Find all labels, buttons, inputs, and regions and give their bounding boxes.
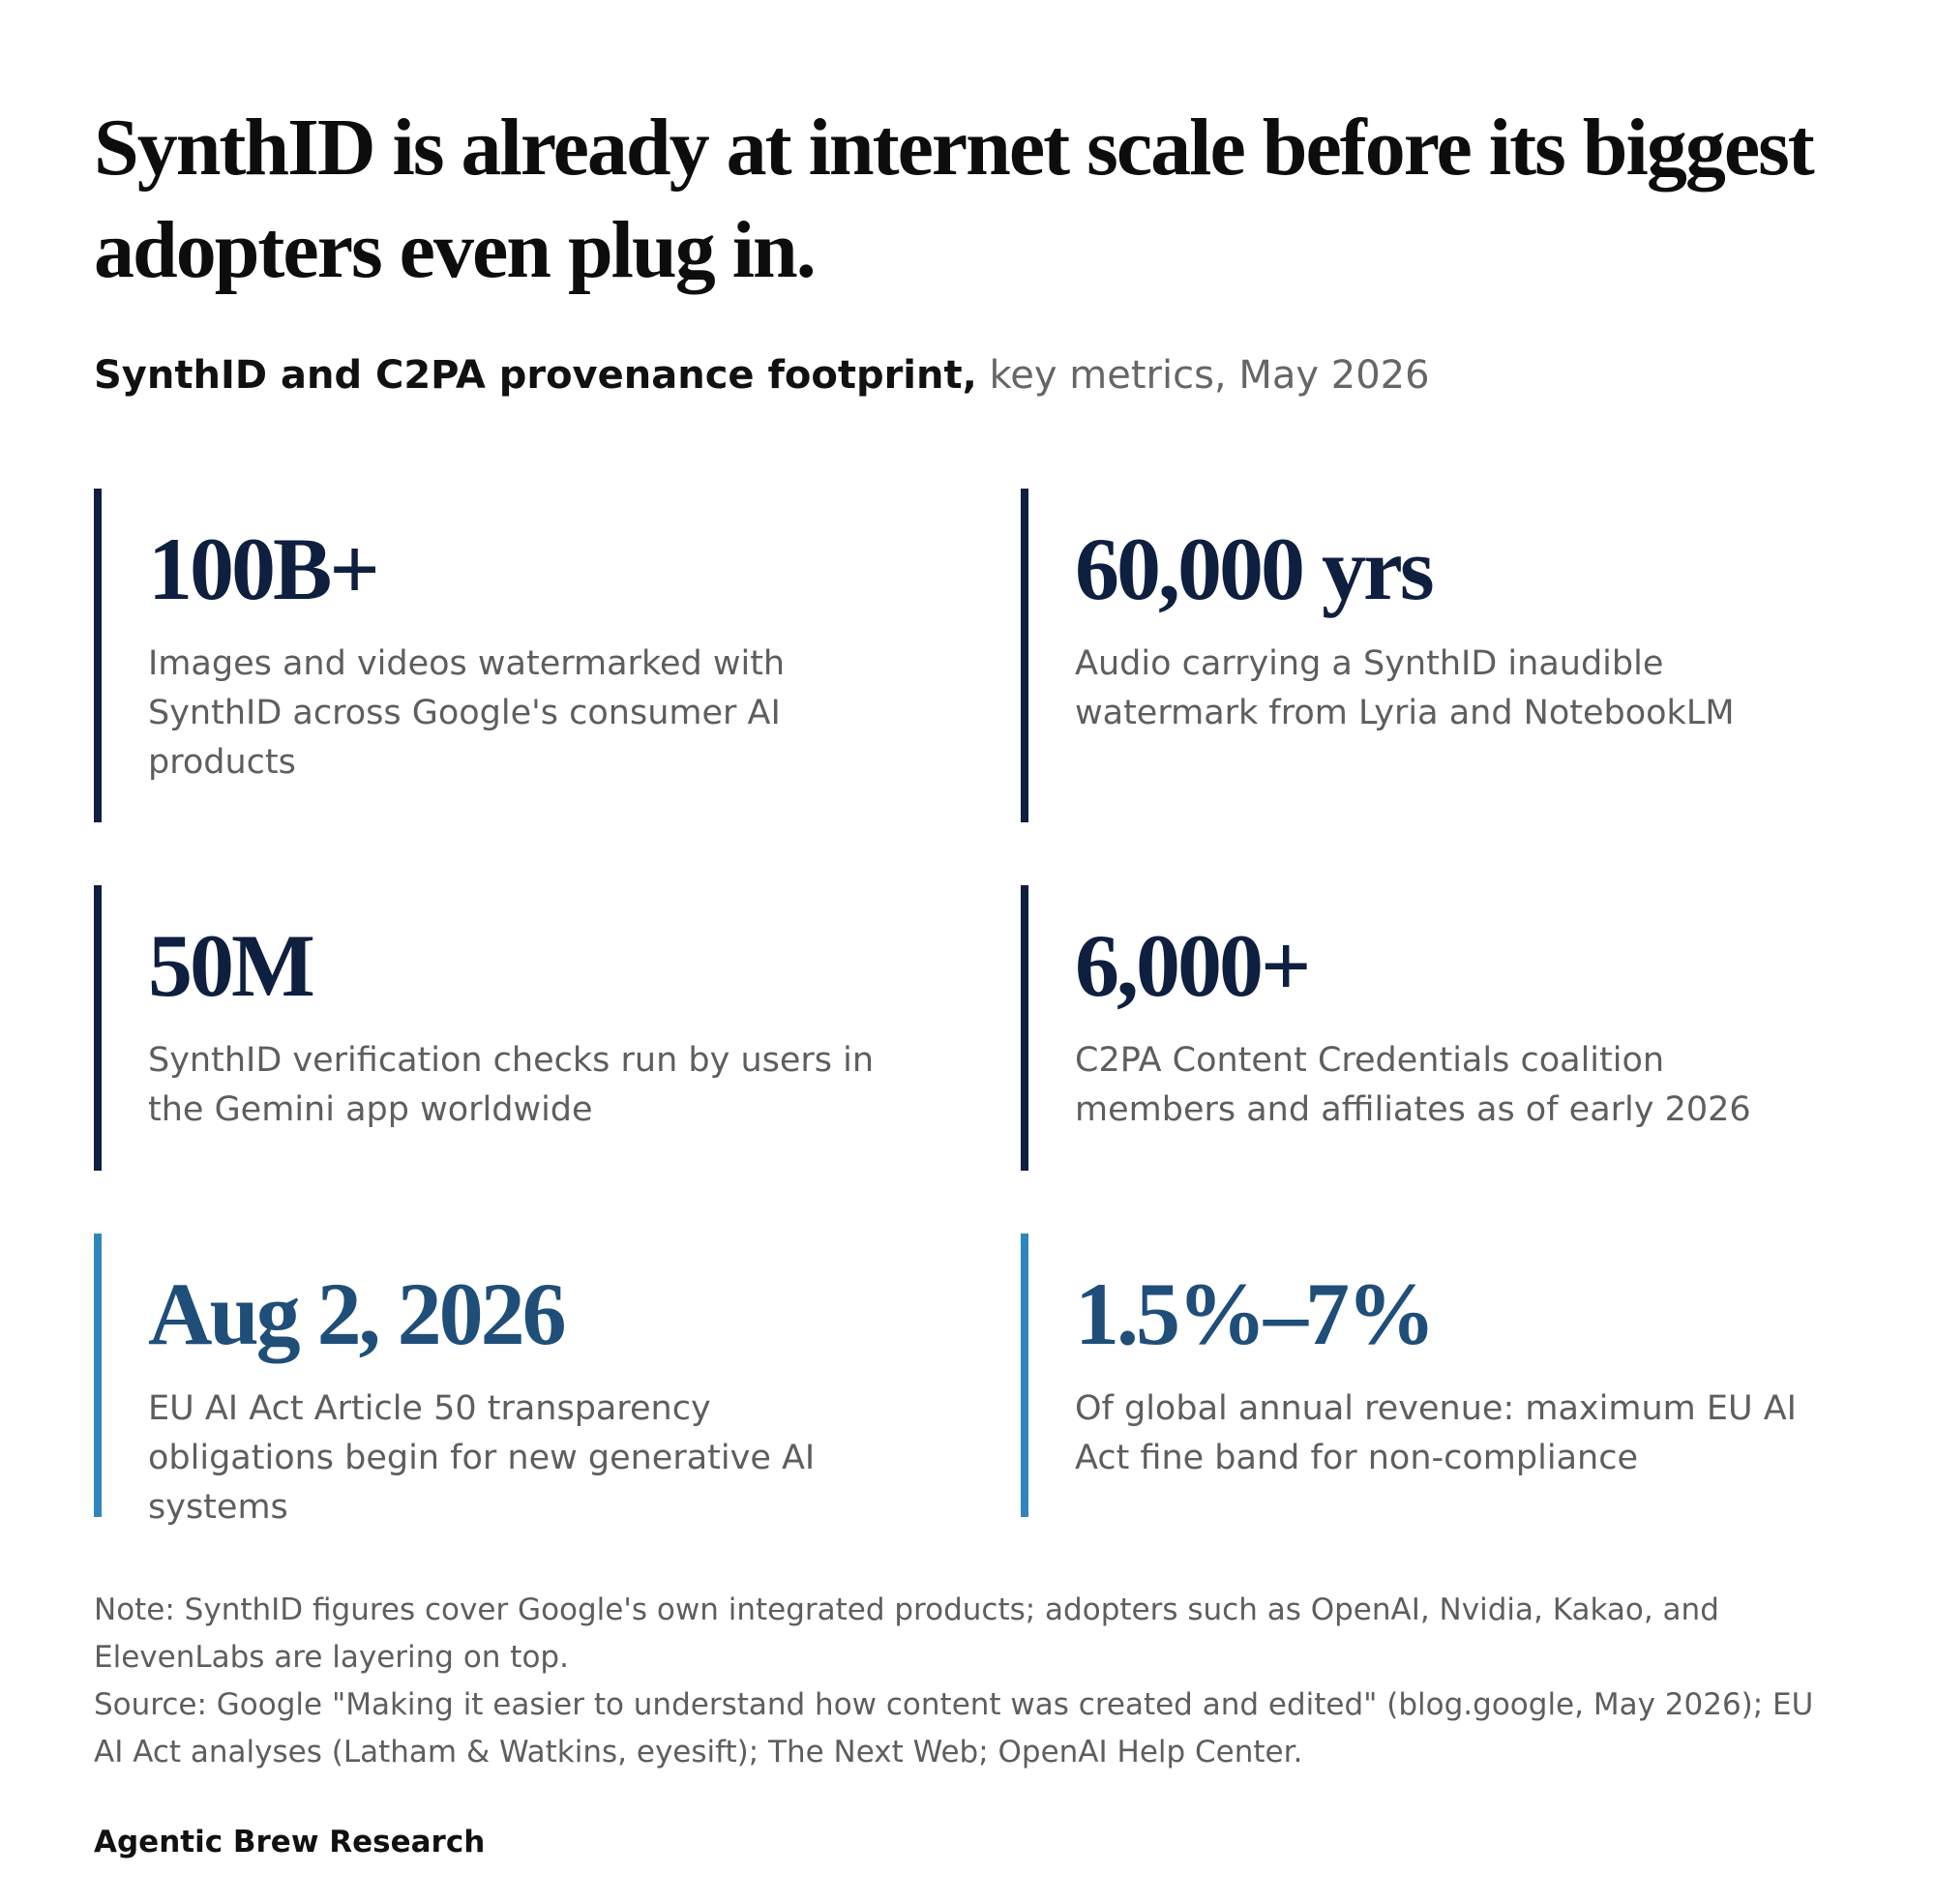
metric-value: 1.5%–7% [1075,1264,1436,1363]
metric-description: C2PA Content Credentials coalition membe… [1075,1041,1751,1129]
subtitle-light: key metrics, May 2026 [989,353,1430,398]
metric-description: SynthID verification checks run by users… [148,1041,875,1129]
metric-card-eu-fine-band: 1.5%–7% Of global annual revenue: maximu… [1021,1234,1843,1517]
subtitle: SynthID and C2PA provenance footprint, k… [94,346,1430,404]
metric-card-verification-checks: 50M SynthID verification checks run by u… [94,885,916,1171]
footnote-note: Note: SynthID figures cover Google's own… [94,1592,1719,1675]
metric-description: Images and videos watermarked with Synth… [148,644,786,782]
page-title: SynthID is already at internet scale bef… [94,103,1815,295]
subtitle-bold: SynthID and C2PA provenance footprint, [94,353,977,398]
metric-value: 50M [148,916,315,1015]
metric-value: 100B+ [148,520,380,618]
metric-description: Audio carrying a SynthID inaudible water… [1075,644,1735,732]
metric-value: Aug 2, 2026 [148,1264,567,1363]
metric-card-audio: 60,000 yrs Audio carrying a SynthID inau… [1021,489,1843,822]
brand-credit: Agentic Brew Research [94,1825,486,1859]
footnote-source: Source: Google "Making it easier to unde… [94,1687,1814,1770]
metric-card-c2pa-members: 6,000+ C2PA Content Credentials coalitio… [1021,885,1843,1171]
metrics-grid: 100B+ Images and videos watermarked with… [94,0,1845,1904]
metric-description: EU AI Act Article 50 transparency obliga… [148,1389,816,1527]
footnotes: Note: SynthID figures cover Google's own… [94,1587,1845,1776]
metric-card-eu-deadline: Aug 2, 2026 EU AI Act Article 50 transpa… [94,1234,916,1527]
metric-card-images-videos: 100B+ Images and videos watermarked with… [94,489,916,822]
metric-value: 60,000 yrs [1075,520,1435,618]
page: SynthID is already at internet scale bef… [94,0,1845,1904]
metric-value: 6,000+ [1075,916,1311,1015]
metric-description: Of global annual revenue: maximum EU AI … [1075,1389,1797,1477]
